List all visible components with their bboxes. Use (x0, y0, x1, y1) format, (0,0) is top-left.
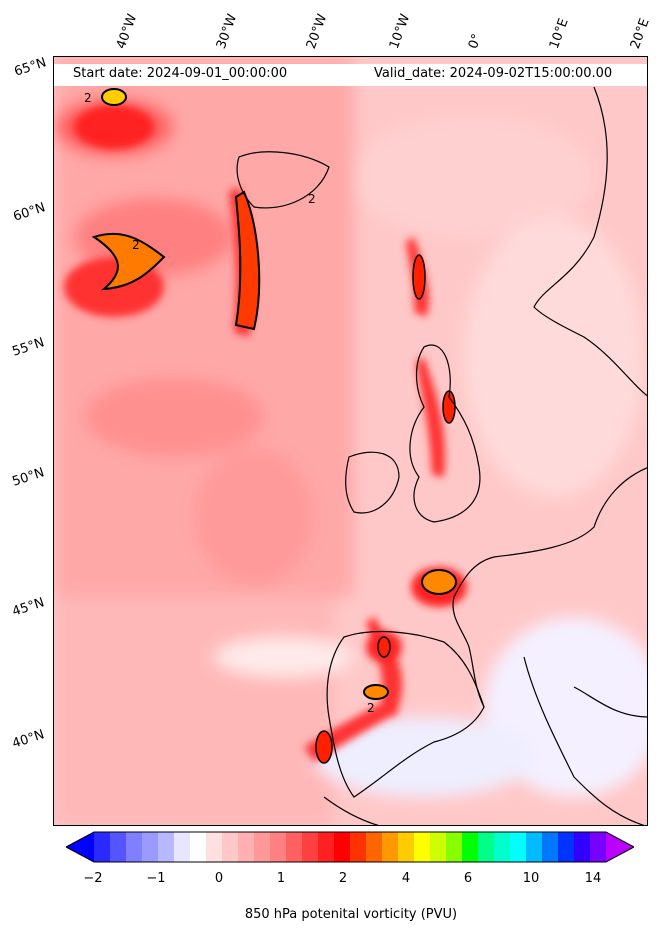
colorbar-outline (66, 831, 634, 863)
colorbar-under-arrow (66, 832, 94, 862)
lon-label-10e: 10°E (546, 16, 572, 51)
colorbar-swatch (462, 832, 479, 862)
lon-label-0: 0° (465, 31, 486, 51)
cb-tick-4: 4 (401, 871, 411, 886)
cb-tick-6: 6 (463, 871, 473, 886)
colorbar-swatch (590, 832, 607, 862)
cb-tick-m1: −1 (146, 871, 166, 886)
lat-label-50n: 50°N (10, 465, 47, 490)
contour-label-2a: 2 (132, 238, 140, 252)
pv-field-background (54, 57, 647, 825)
valid-date-label: Valid_date: 2024-09-02T15:00:00.00 (374, 66, 613, 81)
cb-tick-1: 1 (276, 871, 286, 886)
colorbar-swatch (206, 832, 223, 862)
colorbar-over-arrow (606, 832, 634, 862)
colorbar-swatch (414, 832, 431, 862)
colorbar-swatch (302, 832, 319, 862)
cb-tick-2: 2 (338, 871, 348, 886)
colorbar-swatch (366, 832, 383, 862)
colorbar-swatch (510, 832, 527, 862)
colorbar-swatch (446, 832, 463, 862)
colorbar-swatch (318, 832, 335, 862)
colorbar-swatch (174, 832, 191, 862)
lat-label-65n: 65°N (12, 55, 49, 80)
colorbar-swatch (350, 832, 367, 862)
cb-tick-10: 10 (522, 871, 540, 886)
cb-tick-m2: −2 (83, 871, 103, 886)
lat-label-40n: 40°N (10, 727, 47, 752)
lon-label-30w: 30°W (213, 12, 241, 51)
colorbar-swatch (494, 832, 511, 862)
colorbar-swatch (110, 832, 127, 862)
colorbar-swatch (430, 832, 447, 862)
colorbar-swatch (238, 832, 255, 862)
colorbar-swatch (94, 832, 111, 862)
lon-label-40w: 40°W (113, 12, 141, 51)
colorbar-swatch (526, 832, 543, 862)
contour-labels: 2 2 2 2 (84, 91, 375, 715)
colorbar-swatch (254, 832, 271, 862)
contour-label-2c: 2 (84, 91, 92, 105)
colorbar (66, 831, 634, 863)
colorbar-swatch (126, 832, 143, 862)
contour-label-2d: 2 (367, 701, 375, 715)
colorbar-swatch (382, 832, 399, 862)
colorbar-swatch (142, 832, 159, 862)
colorbar-swatch (574, 832, 591, 862)
lon-label-20e: 20°E (627, 16, 653, 51)
contour-label-2b: 2 (308, 192, 316, 206)
colorbar-swatch (222, 832, 239, 862)
lat-label-55n: 55°N (10, 335, 47, 360)
colorbar-swatch (478, 832, 495, 862)
lon-label-20w: 20°W (303, 12, 331, 51)
colorbar-swatch (334, 832, 351, 862)
colorbar-swatch (286, 832, 303, 862)
colorbar-swatch (558, 832, 575, 862)
colorbar-swatch (542, 832, 559, 862)
coastlines (236, 86, 647, 825)
colorbar-swatch (270, 832, 287, 862)
pv-high-cores (91, 88, 457, 764)
cb-tick-14: 14 (584, 871, 602, 886)
start-date-label: Start date: 2024-09-01_00:00:00 (73, 66, 288, 81)
colorbar-swatch (398, 832, 415, 862)
header-strip (54, 64, 647, 86)
colorbar-swatch (158, 832, 175, 862)
lon-label-10w: 10°W (386, 12, 414, 51)
pv-field: 2 2 2 2 (54, 57, 647, 825)
cb-tick-0: 0 (214, 871, 224, 886)
map-panel: 2 2 2 2 (53, 56, 648, 826)
colorbar-label: 850 hPa potenital vorticity (PVU) (244, 907, 458, 922)
lat-label-60n: 60°N (11, 200, 48, 225)
colorbar-swatch (190, 832, 207, 862)
lat-label-45n: 45°N (10, 595, 47, 620)
